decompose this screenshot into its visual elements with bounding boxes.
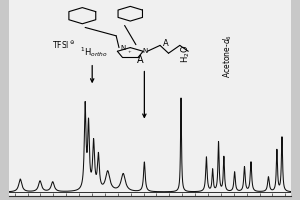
Text: TFSI$^\ominus$: TFSI$^\ominus$ bbox=[52, 39, 76, 51]
Text: H$_2$O: H$_2$O bbox=[179, 44, 191, 63]
Text: A: A bbox=[163, 39, 168, 48]
Text: $^+$: $^+$ bbox=[127, 50, 133, 55]
Text: A: A bbox=[137, 55, 143, 65]
Text: $^1$H$_\mathit{ortho}$: $^1$H$_\mathit{ortho}$ bbox=[80, 45, 107, 59]
Text: N: N bbox=[142, 48, 147, 54]
Text: N: N bbox=[121, 45, 126, 51]
Text: Acetone-$d_6$: Acetone-$d_6$ bbox=[221, 34, 234, 78]
